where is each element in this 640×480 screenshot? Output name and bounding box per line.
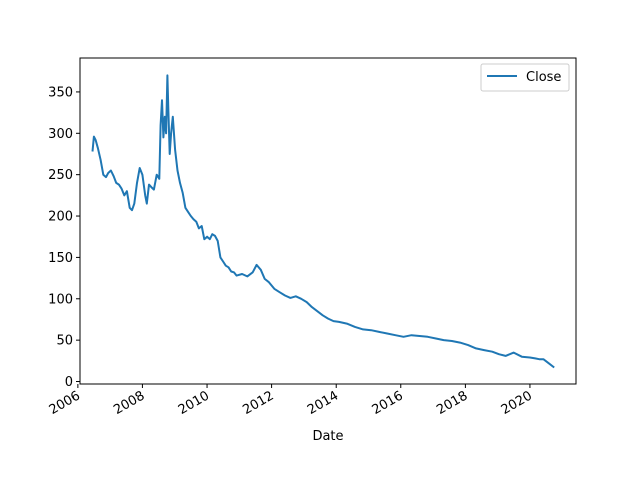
y-tick-label: 100 (48, 292, 73, 307)
y-tick-label: 50 (56, 334, 73, 349)
plot-area (91, 74, 555, 369)
y-tick-label: 350 (48, 85, 73, 100)
axes-frame (79, 57, 577, 385)
legend-box (480, 63, 570, 92)
y-tick-label: 250 (48, 168, 73, 183)
x-axis-label: Date (312, 429, 343, 444)
y-tick-label: 150 (48, 251, 73, 266)
legend-label-close: Close (526, 70, 561, 85)
series-line-close (91, 74, 555, 369)
y-tick-label: 300 (48, 127, 73, 142)
legend: Close (480, 63, 570, 92)
y-tick-label: 0 (65, 375, 73, 390)
y-tick-label: 200 (48, 210, 73, 225)
